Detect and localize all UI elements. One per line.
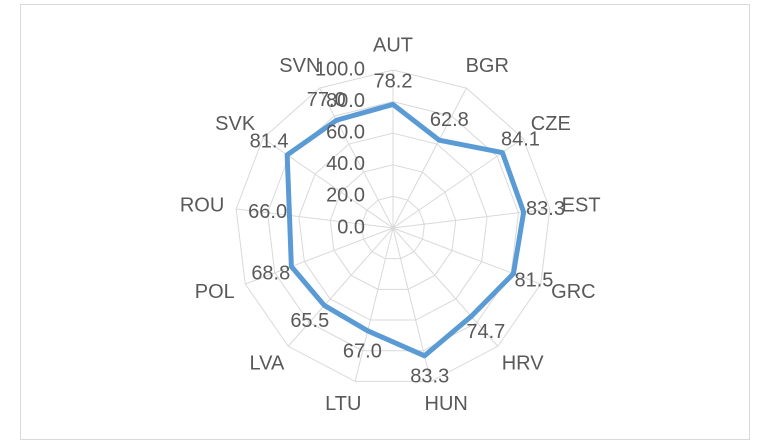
category-label: HRV [502, 353, 545, 375]
data-label: 83.3 [526, 198, 565, 220]
grid-ring [329, 164, 457, 290]
category-label: EST [562, 194, 601, 216]
data-label: 68.8 [251, 263, 290, 285]
category-label: GRC [551, 281, 595, 303]
category-label: CZE [531, 113, 571, 135]
axis-tick-label: 20.0 [326, 185, 365, 207]
grid-ring [361, 195, 425, 260]
category-label: BGR [466, 55, 509, 77]
series-line [284, 101, 527, 359]
spoke [392, 87, 467, 229]
spoke [236, 208, 394, 229]
data-label: 74.7 [466, 321, 505, 343]
spoke [245, 227, 394, 285]
data-label: 78.2 [374, 71, 413, 93]
spoke [287, 227, 394, 347]
category-label: AUT [373, 34, 413, 56]
data-label: 66.0 [248, 201, 287, 223]
data-label: 65.5 [290, 310, 329, 332]
data-label: 62.8 [430, 109, 469, 131]
grid-ring [298, 132, 488, 321]
axis-tick-label: 60.0 [326, 121, 365, 143]
category-label: SVK [215, 113, 256, 135]
data-label: 77.0 [307, 89, 346, 111]
category-label: HUN [425, 393, 468, 415]
axis-tick-label: 80.0 [326, 90, 365, 112]
spoke [319, 87, 394, 229]
data-label: 67.0 [343, 340, 382, 362]
axis-tick-label: 0.0 [337, 216, 365, 238]
grid-ring [235, 69, 551, 382]
category-label: ROU [180, 194, 224, 216]
category-label: LTU [325, 393, 361, 415]
data-label: 81.5 [515, 270, 554, 292]
spoke [262, 137, 394, 229]
category-label: POL [195, 281, 235, 303]
spoke [392, 227, 499, 347]
axis-tick-label: 100.0 [315, 58, 365, 80]
axis-tick-label: 40.0 [326, 153, 365, 175]
data-label: 84.1 [501, 128, 540, 150]
data-label: 83.3 [410, 365, 449, 387]
spoke [354, 227, 394, 382]
spoke [392, 227, 541, 285]
category-label: SVN [279, 55, 320, 77]
category-label: LVA [249, 353, 284, 375]
data-label: 81.4 [250, 131, 289, 153]
